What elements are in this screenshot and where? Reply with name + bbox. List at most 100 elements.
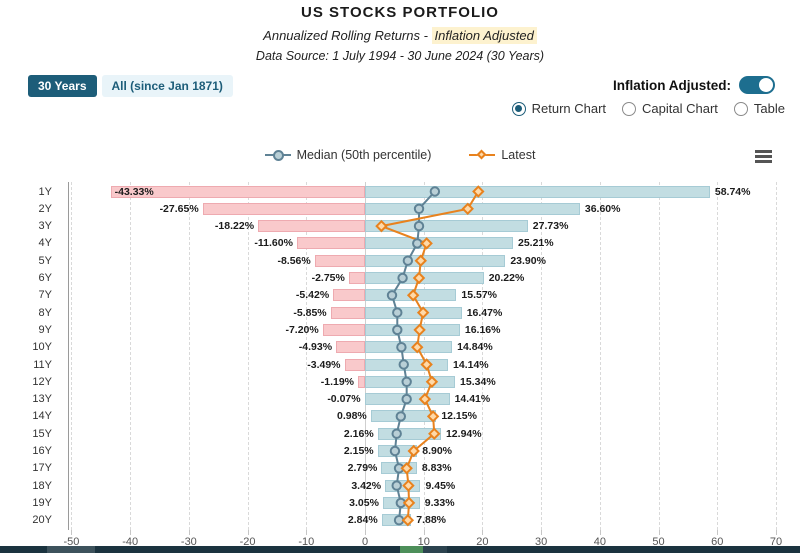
latest-marker[interactable]	[426, 410, 440, 423]
latest-marker[interactable]	[402, 496, 416, 510]
median-marker[interactable]	[392, 307, 403, 318]
max-value-label-12y: 15.34%	[460, 375, 496, 388]
median-marker[interactable]	[386, 290, 398, 301]
category-label-19y: 19Y	[32, 496, 52, 509]
latest-marker[interactable]	[414, 254, 427, 267]
median-marker[interactable]	[413, 220, 425, 232]
x-axis-tick	[423, 530, 425, 535]
page-title: US STOCKS PORTFOLIO	[301, 4, 499, 21]
latest-marker[interactable]	[407, 444, 420, 458]
chart-context-menu-icon[interactable]	[755, 150, 772, 164]
latest-marker[interactable]	[461, 202, 474, 216]
range-bar-negative-6y[interactable]	[348, 272, 365, 284]
range-button-all[interactable]: All (since Jan 1871)	[101, 75, 233, 97]
min-value-label-10y: -4.93%	[298, 341, 333, 354]
x-axis-tick-label: 0	[361, 536, 369, 548]
legend-median-label: Median (50th percentile)	[296, 148, 432, 162]
legend-item-median[interactable]: Median (50th percentile)	[264, 148, 432, 162]
inflation-toggle-switch[interactable]	[739, 76, 775, 94]
median-marker[interactable]	[391, 480, 402, 491]
max-value-label-14y: 12.15%	[441, 410, 477, 423]
latest-marker[interactable]	[418, 392, 432, 406]
latest-marker[interactable]	[428, 427, 441, 440]
median-marker[interactable]	[398, 359, 409, 370]
range-bar-positive-3y[interactable]	[365, 220, 528, 233]
max-value-label-9y: 16.16%	[464, 323, 501, 336]
x-gridline	[423, 182, 425, 530]
category-label-13y: 13Y	[32, 393, 52, 406]
radio-return-chart-label: Return Chart	[531, 101, 607, 116]
range-bar-positive-10y[interactable]	[365, 341, 453, 354]
min-value-label-8y: -5.85%	[293, 306, 327, 319]
latest-marker[interactable]	[411, 340, 424, 354]
max-value-label-15y: 12.94%	[445, 427, 482, 440]
latest-marker[interactable]	[413, 323, 426, 337]
median-marker[interactable]	[396, 342, 407, 353]
radio-return-chart[interactable]: Return Chart	[511, 101, 607, 116]
median-marker[interactable]	[401, 393, 412, 405]
range-bar-negative-4y[interactable]	[296, 237, 365, 250]
latest-marker[interactable]	[420, 358, 433, 371]
range-button-group: 30 Years All (since Jan 1871)	[28, 75, 233, 97]
latest-marker[interactable]	[401, 513, 415, 527]
latest-marker[interactable]	[420, 237, 433, 250]
range-button-30-years[interactable]: 30 Years	[28, 75, 97, 97]
median-marker[interactable]	[395, 411, 407, 422]
range-bar-negative-8y[interactable]	[330, 306, 365, 319]
radio-capital-chart[interactable]: Capital Chart	[622, 101, 718, 116]
median-marker[interactable]	[391, 428, 402, 439]
x-axis-tick-label: -30	[180, 536, 197, 548]
median-marker[interactable]	[412, 238, 423, 249]
range-bar-positive-4y[interactable]	[365, 237, 513, 250]
max-value-label-2y: 36.60%	[584, 202, 621, 215]
category-label-14y: 14Y	[32, 410, 52, 423]
latest-marker[interactable]	[416, 306, 430, 319]
range-bar-positive-8y[interactable]	[365, 306, 462, 319]
x-axis-tick	[482, 530, 484, 535]
x-gridline	[130, 182, 132, 530]
latest-marker[interactable]	[472, 185, 485, 198]
median-marker[interactable]	[397, 272, 408, 284]
median-marker[interactable]	[392, 324, 403, 336]
x-axis-tick	[658, 530, 660, 535]
category-label-17y: 17Y	[32, 462, 52, 475]
min-value-label-14y: 0.98%	[336, 410, 367, 423]
range-bar-negative-7y[interactable]	[333, 289, 365, 302]
range-bar-positive-1y[interactable]	[365, 185, 710, 198]
x-gridline	[599, 182, 601, 530]
median-marker[interactable]	[429, 186, 441, 197]
latest-marker[interactable]	[406, 289, 420, 302]
y-axis-line	[68, 182, 69, 530]
latest-marker[interactable]	[375, 219, 388, 233]
range-bar-negative-11y[interactable]	[344, 358, 365, 371]
category-label-16y: 16Y	[32, 445, 52, 457]
x-axis-tick-label: 60	[711, 536, 724, 548]
range-bar-positive-9y[interactable]	[365, 323, 460, 336]
median-marker[interactable]	[389, 445, 401, 457]
x-gridline	[775, 182, 777, 530]
median-marker[interactable]	[401, 376, 412, 387]
radio-table[interactable]: Table	[733, 101, 785, 116]
range-bar-negative-9y[interactable]	[322, 323, 365, 336]
latest-marker[interactable]	[402, 479, 415, 492]
range-bar-negative-5y[interactable]	[314, 254, 365, 267]
x-axis-tick-label: 20	[476, 536, 489, 548]
median-marker[interactable]	[413, 203, 425, 215]
latest-marker[interactable]	[400, 462, 413, 475]
view-option-group: Return Chart Capital Chart Table	[511, 101, 785, 116]
range-bar-negative-12y[interactable]	[358, 375, 365, 388]
latest-marker[interactable]	[425, 375, 439, 389]
median-marker[interactable]	[402, 255, 414, 266]
max-value-label-11y: 14.14%	[453, 358, 489, 371]
x-axis-tick	[71, 530, 73, 535]
radio-unselected-icon	[622, 101, 637, 116]
range-bar-negative-3y[interactable]	[258, 220, 365, 233]
latest-marker[interactable]	[412, 271, 426, 285]
range-bar-negative-10y[interactable]	[336, 341, 365, 354]
range-bar-negative-2y[interactable]	[202, 202, 365, 215]
legend-item-latest[interactable]: Latest	[469, 148, 535, 162]
max-value-label-18y: 9.45%	[425, 479, 456, 492]
range-bar-positive-5y[interactable]	[365, 254, 506, 267]
range-bar-negative-1y[interactable]	[110, 185, 365, 198]
